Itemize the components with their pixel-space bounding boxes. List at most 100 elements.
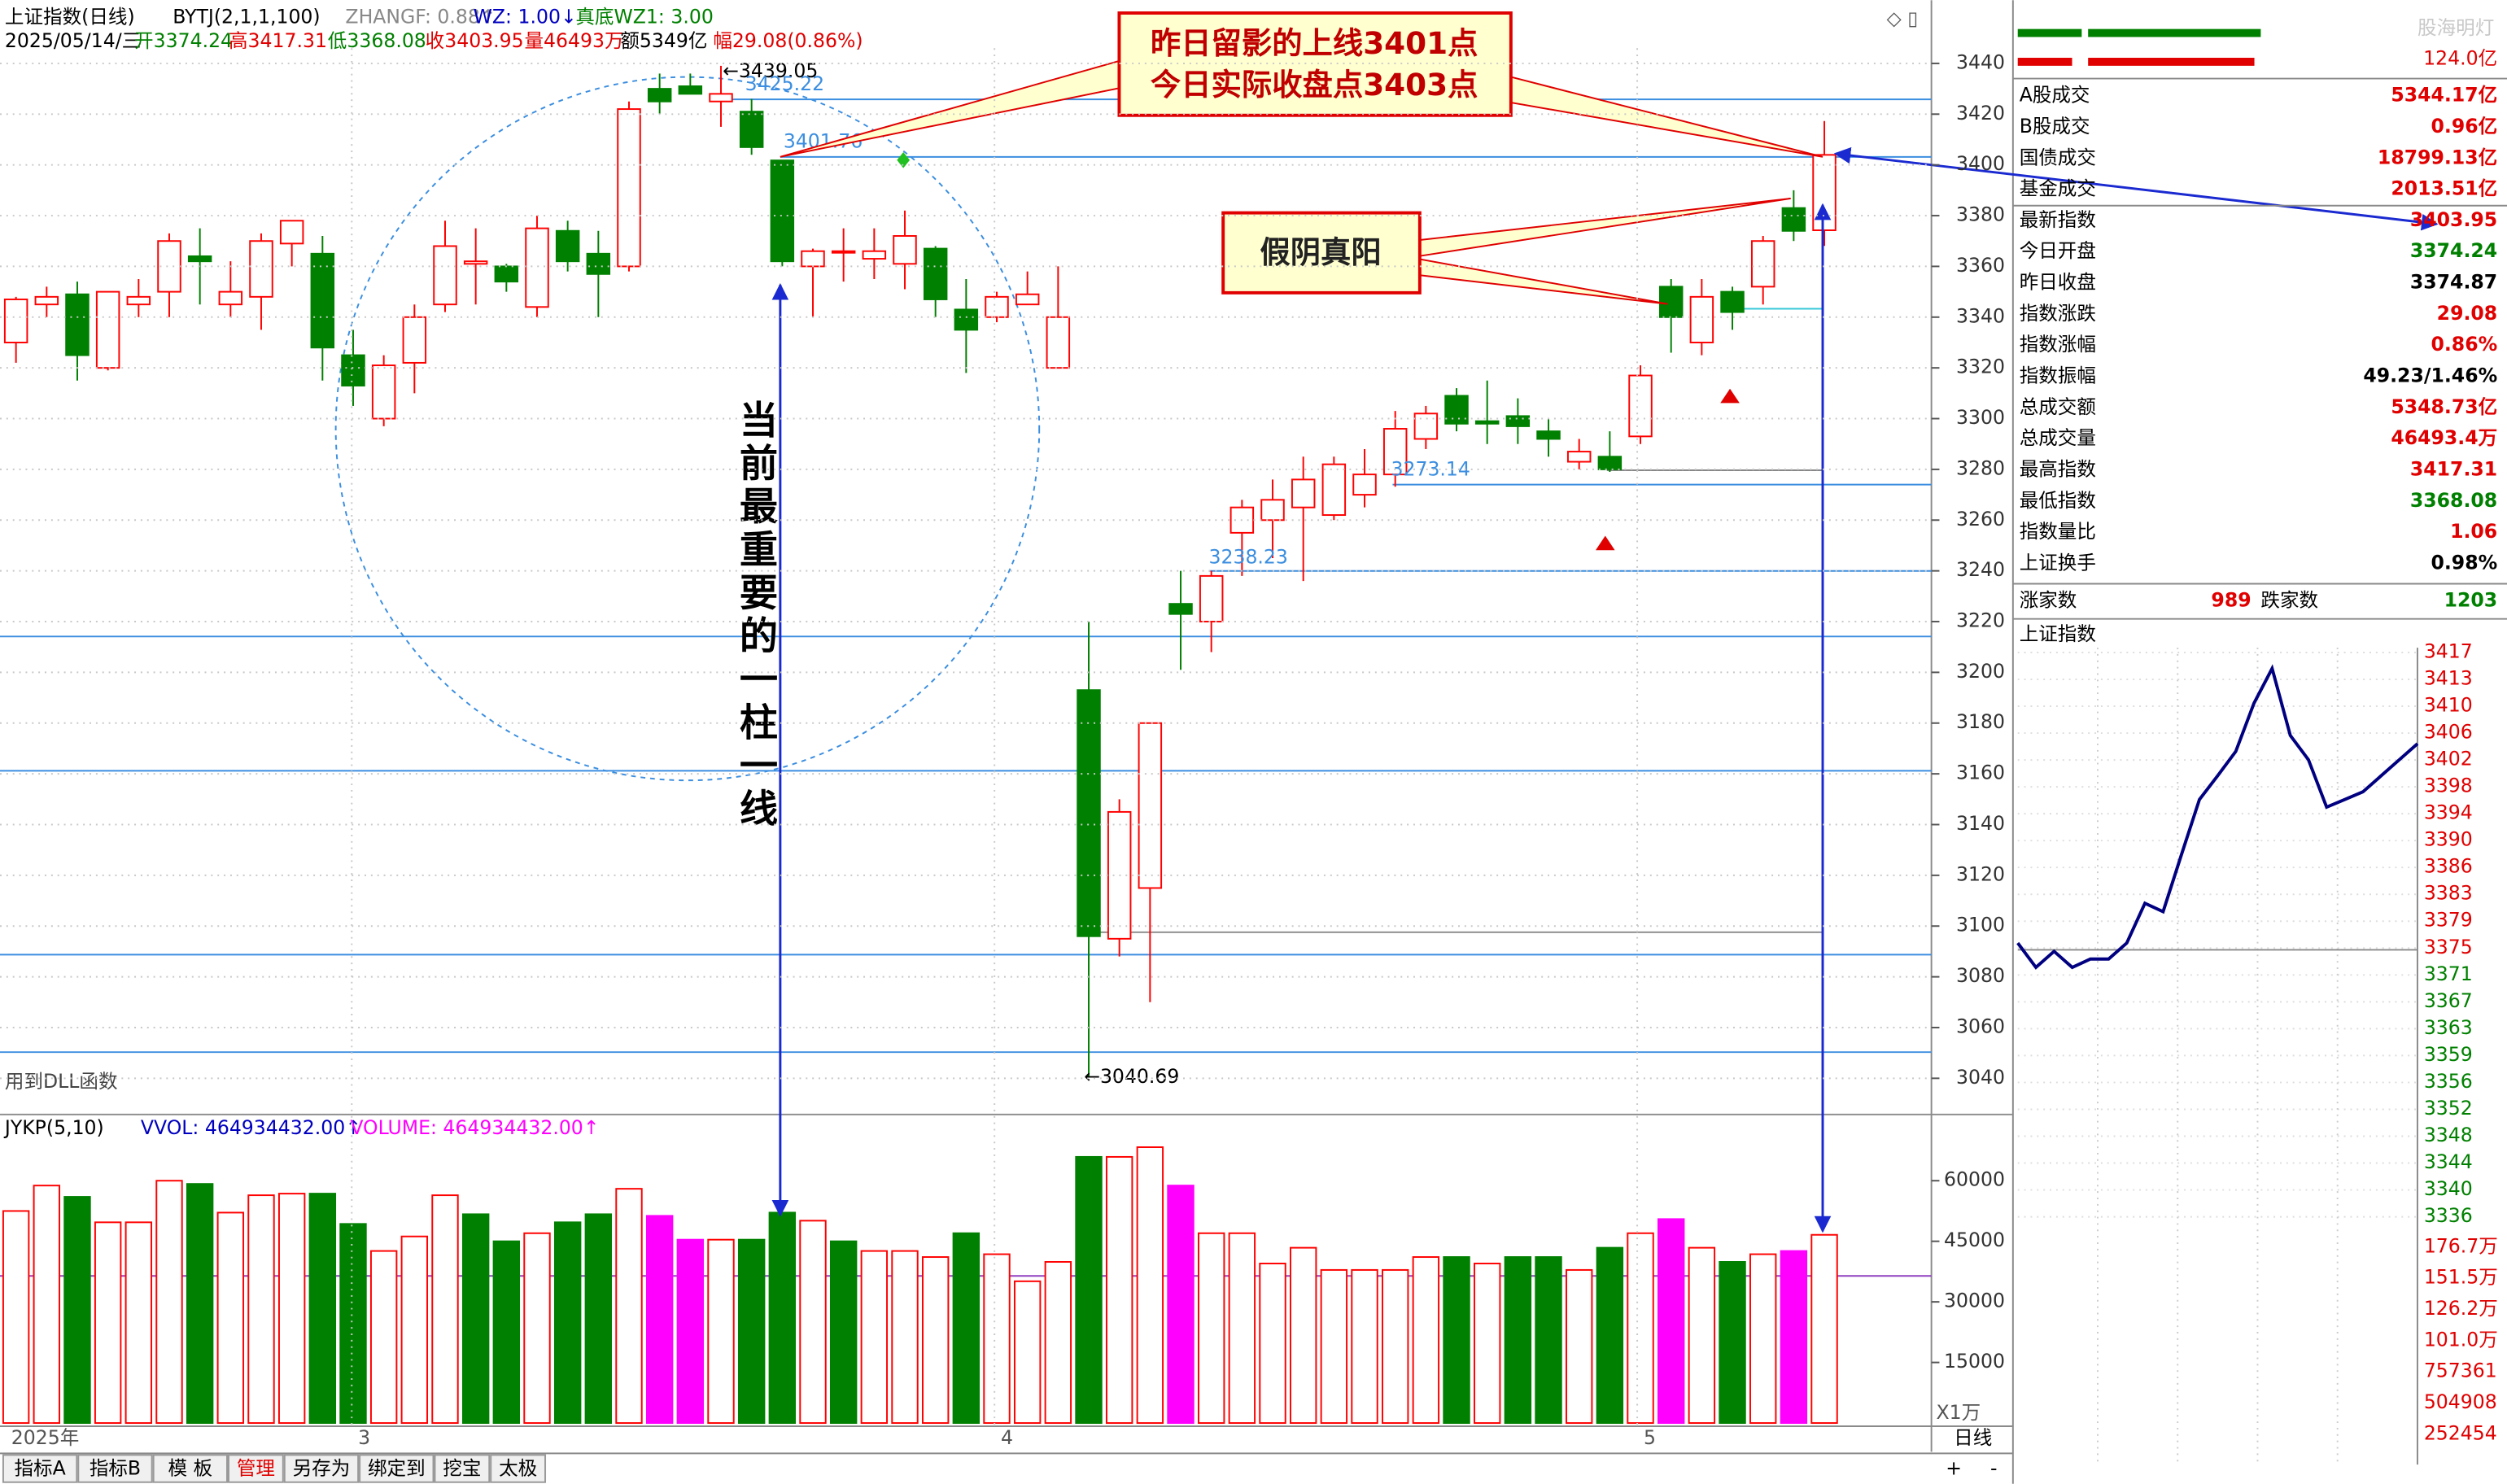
candle-body [126, 295, 151, 306]
volume-bar [1044, 1261, 1072, 1425]
x-tick-label: 5 [1644, 1426, 1656, 1449]
zoom-button[interactable]: - [1990, 1457, 1998, 1480]
candle-body [1566, 451, 1592, 463]
volume-unit: X1万 [1937, 1401, 1981, 1424]
intraday-volume-label: 504908 [2424, 1390, 2497, 1413]
candle-body [1382, 428, 1408, 476]
intraday-price-label: 3394 [2424, 801, 2473, 824]
candle-body [433, 245, 457, 306]
candle-body [1536, 430, 1561, 440]
tab-label[interactable]: 管理 [237, 1457, 275, 1480]
volume-bar [400, 1235, 429, 1425]
candle-body [770, 159, 795, 263]
tab[interactable] [283, 1454, 360, 1483]
intraday-title: 上证指数 [2020, 622, 2096, 645]
tab[interactable] [152, 1454, 229, 1483]
volume-bar [1412, 1256, 1440, 1425]
callout-2: 假阴真阳 [1221, 197, 1791, 305]
tab[interactable] [2, 1454, 78, 1483]
y-tick-label: 60000 [1944, 1168, 2005, 1191]
change: 幅29.08(0.86%) [713, 29, 863, 52]
quote-value: 5348.73亿 [2391, 395, 2497, 418]
callout-text: 昨日留影的上线3401点 [1151, 25, 1478, 61]
quote-value: 18799.13亿 [2378, 146, 2497, 168]
low: 低3368.08 [328, 29, 426, 52]
tab[interactable] [359, 1454, 435, 1483]
volume-bar [308, 1193, 337, 1425]
tab-label[interactable]: 指标B [90, 1457, 141, 1480]
volume-bar [645, 1215, 674, 1425]
y-tick-label: 3200 [1956, 660, 2005, 683]
quote-value: 3417.31 [2410, 457, 2497, 480]
period-label[interactable]: 日线 [1954, 1426, 1992, 1449]
window-icons[interactable]: ◇ ▯ [1887, 7, 1919, 29]
intraday-price-label: 3344 [2424, 1150, 2473, 1173]
x-tick-label: 2025年 [11, 1426, 80, 1449]
volume-bar [1810, 1233, 1838, 1425]
volume-bar [216, 1211, 245, 1425]
candle-body [555, 229, 580, 263]
tab-label[interactable]: 太极 [499, 1457, 537, 1480]
tab-label[interactable]: 挖宝 [443, 1457, 481, 1480]
volume-bar [339, 1223, 367, 1425]
volume-bar [553, 1221, 582, 1425]
intraday-price-label: 3371 [2424, 962, 2473, 985]
volume-bar [1443, 1256, 1470, 1425]
candle-body [1750, 240, 1775, 288]
candle-body [1628, 374, 1653, 438]
tab-label[interactable]: 另存为 [293, 1457, 351, 1480]
y-tick-label: 3060 [1956, 1015, 2005, 1037]
zoom-button[interactable]: + [1946, 1457, 1962, 1480]
tab-label[interactable]: 模 板 [168, 1457, 213, 1480]
candle-body [463, 260, 488, 265]
y-tick-label: 3260 [1956, 508, 2005, 530]
y-tick-label: 3140 [1956, 812, 2005, 835]
y-tick-label: 3420 [1956, 102, 2005, 124]
candle-body [525, 227, 549, 308]
tab[interactable] [490, 1454, 547, 1483]
y-tick-label: 3040 [1956, 1066, 2005, 1089]
vvol: VVOL: 464934432.00↑ [141, 1116, 361, 1139]
volume-bar [799, 1220, 827, 1425]
y-tick-label: 3360 [1956, 254, 2005, 277]
tab-label[interactable]: 绑定到 [368, 1457, 426, 1480]
volume-bar [676, 1238, 705, 1425]
quote-label: 总成交量 [2020, 426, 2096, 449]
candle-body [862, 250, 887, 260]
quote-label: 指数涨幅 [2020, 333, 2096, 356]
candle-body [1046, 316, 1071, 369]
quote-label: A股成交 [2020, 84, 2090, 107]
volume-title: JYKP(5,10) [3, 1116, 104, 1139]
tab-label[interactable]: 指标A [14, 1457, 65, 1480]
y-tick-label: 3280 [1956, 456, 2005, 479]
candle-body [954, 308, 979, 331]
volume-bar [94, 1221, 122, 1425]
watermark: 股海明灯 [2417, 16, 2494, 39]
candle-body [801, 250, 825, 268]
volume-bar [124, 1221, 153, 1425]
candle-body [3, 298, 28, 343]
volume-bar [1749, 1253, 1777, 1425]
volume-bar [1259, 1262, 1286, 1425]
tab[interactable] [434, 1454, 491, 1483]
intraday-volume-label: 757361 [2424, 1360, 2497, 1382]
advance-label: 涨家数 [2020, 589, 2077, 612]
volume-bar [1320, 1268, 1348, 1425]
quote-label: 最低指数 [2020, 489, 2096, 512]
candle-body [1321, 463, 1347, 517]
tab[interactable] [228, 1454, 284, 1483]
candle-body [494, 265, 519, 283]
quote-label: 国债成交 [2020, 146, 2096, 168]
candle-body [1781, 207, 1806, 232]
volume-bar [431, 1194, 459, 1425]
intraday-price-label: 3402 [2424, 748, 2473, 770]
tab[interactable] [77, 1454, 153, 1483]
volume-bar [952, 1232, 981, 1425]
date: 2025/05/14/三 [5, 29, 141, 52]
candle-body [1352, 474, 1377, 496]
volume-bar [1136, 1146, 1164, 1425]
volume-bar [1289, 1246, 1317, 1425]
candle-body [1015, 293, 1040, 306]
candle-body [310, 252, 335, 349]
